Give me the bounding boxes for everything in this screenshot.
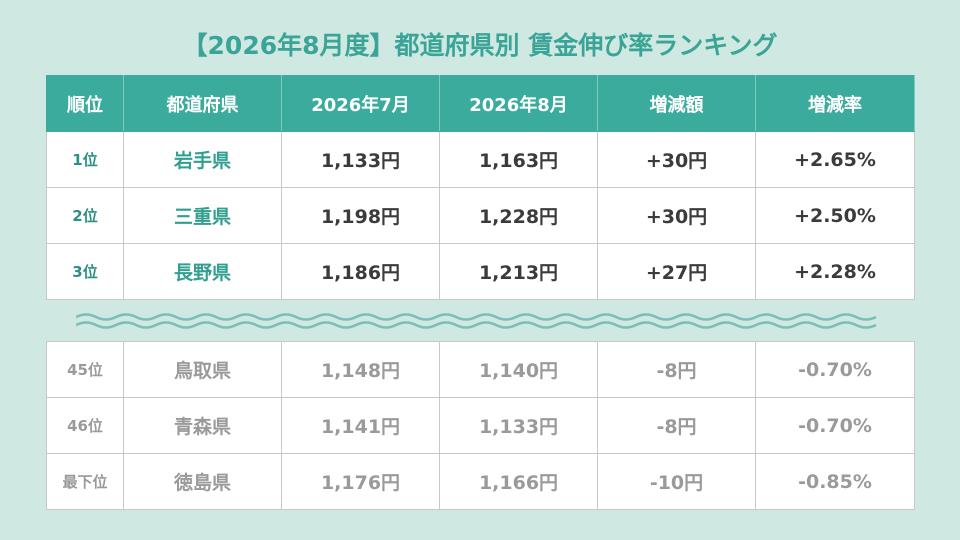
change-cell: -10円 — [597, 453, 756, 510]
rate-cell: -0.70% — [755, 341, 915, 398]
august-cell: 1,140円 — [439, 341, 598, 398]
table-row: 1位 岩手県 1,133円 1,163円 +30円 +2.65% — [46, 131, 915, 188]
bottom-table: 45位 鳥取県 1,148円 1,140円 -8円 -0.70% 46位 青森県 1,141円 1… — [46, 341, 915, 510]
july-cell: 1,176円 — [281, 453, 440, 510]
august-cell: 1,213円 — [439, 243, 598, 300]
table-row: 46位 青森県 1,141円 1,133円 -8円 -0.70% — [46, 397, 915, 454]
change-cell: +30円 — [597, 131, 756, 188]
rank-cell: 最下位 — [46, 453, 124, 510]
header-cell: 増減率 — [755, 75, 915, 132]
july-cell: 1,148円 — [281, 341, 440, 398]
prefecture-cell: 岩手県 — [123, 131, 282, 188]
prefecture-cell: 長野県 — [123, 243, 282, 300]
wave-divider — [76, 313, 877, 329]
change-cell: +30円 — [597, 187, 756, 244]
header-cell: 順位 — [46, 75, 124, 132]
rate-cell: -0.70% — [755, 397, 915, 454]
table-row: 最下位 徳島県 1,176円 1,166円 -10円 -0.85% — [46, 453, 915, 510]
prefecture-cell: 青森県 — [123, 397, 282, 454]
change-cell: +27円 — [597, 243, 756, 300]
july-cell: 1,186円 — [281, 243, 440, 300]
change-cell: -8円 — [597, 397, 756, 454]
rank-cell: 46位 — [46, 397, 124, 454]
july-cell: 1,133円 — [281, 131, 440, 188]
table-row: 3位 長野県 1,186円 1,213円 +27円 +2.28% — [46, 243, 915, 300]
august-cell: 1,163円 — [439, 131, 598, 188]
top-table: 順位 都道府県 2026年7月 2026年8月 増減額 増減率 1位 岩手県 1,133円 1,… — [46, 75, 915, 300]
header-cell: 増減額 — [597, 75, 756, 132]
rate-cell: +2.65% — [755, 131, 915, 188]
rank-cell: 3位 — [46, 243, 124, 300]
header-cell: 2026年7月 — [281, 75, 440, 132]
header-row: 順位 都道府県 2026年7月 2026年8月 増減額 増減率 — [46, 75, 915, 132]
rate-cell: +2.28% — [755, 243, 915, 300]
rank-cell: 45位 — [46, 341, 124, 398]
rate-cell: -0.85% — [755, 453, 915, 510]
rate-cell: +2.50% — [755, 187, 915, 244]
rank-cell: 1位 — [46, 131, 124, 188]
table-row: 2位 三重県 1,198円 1,228円 +30円 +2.50% — [46, 187, 915, 244]
rank-cell: 2位 — [46, 187, 124, 244]
header-cell: 2026年8月 — [439, 75, 598, 132]
title: 【2026年8月度】都道府県別 賃金伸び率ランキング — [182, 31, 778, 60]
prefecture-cell: 鳥取県 — [123, 341, 282, 398]
august-cell: 1,166円 — [439, 453, 598, 510]
header-cell: 都道府県 — [123, 75, 282, 132]
august-cell: 1,133円 — [439, 397, 598, 454]
table-row: 45位 鳥取県 1,148円 1,140円 -8円 -0.70% — [46, 341, 915, 398]
prefecture-cell: 徳島県 — [123, 453, 282, 510]
prefecture-cell: 三重県 — [123, 187, 282, 244]
august-cell: 1,228円 — [439, 187, 598, 244]
july-cell: 1,141円 — [281, 397, 440, 454]
july-cell: 1,198円 — [281, 187, 440, 244]
change-cell: -8円 — [597, 341, 756, 398]
